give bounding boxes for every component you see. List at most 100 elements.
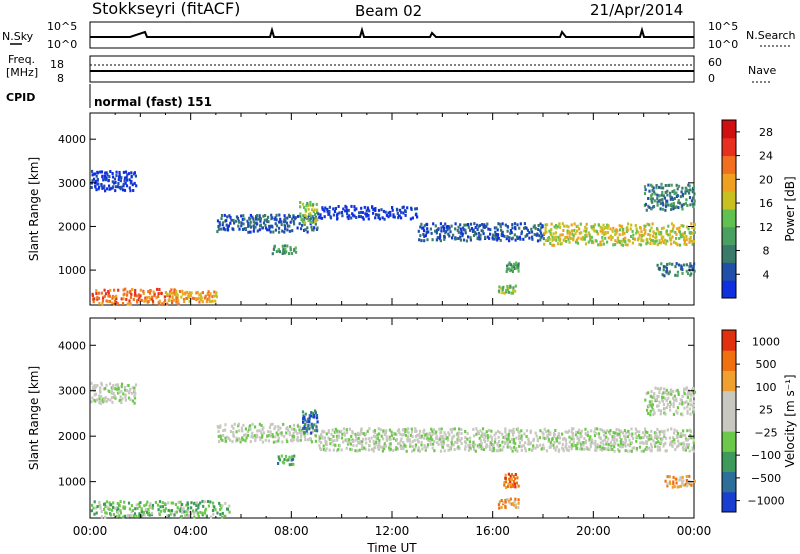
nave-tick-top: 60	[708, 56, 722, 69]
colorbar-tick-label: 16	[759, 197, 773, 210]
y-tick-label: 1000	[58, 476, 86, 489]
colorbar-swatch	[722, 431, 736, 452]
power-data-layer	[90, 169, 696, 306]
scatter-band	[91, 287, 180, 306]
x-tick-label: 12:00	[375, 524, 410, 538]
colorbar-tick-label: 4	[763, 268, 770, 281]
beam-label: Beam 02	[355, 2, 422, 20]
scatter-band	[664, 474, 696, 489]
y-tick-label: 3000	[58, 177, 86, 190]
colorbar-tick-label: 20	[759, 173, 773, 186]
scatter-band	[417, 222, 545, 243]
colorbar-tick-label: 1000	[752, 335, 780, 348]
y-tick-label: 2000	[58, 220, 86, 233]
nsearch-tick-bottom: 10^0	[708, 38, 738, 51]
scatter-band	[497, 284, 517, 295]
y-tick-label: 4000	[58, 339, 86, 352]
scatter-band	[216, 422, 318, 444]
velocity-panel-frame	[89, 317, 695, 519]
colorbar-tick-label: 12	[759, 221, 773, 234]
cpid-text: normal (fast) 151	[94, 95, 212, 109]
axes-layer: 1000 2000 3000 4000 Slant Range [km] 1000 2000…	[27, 113, 711, 538]
scatter-band	[643, 182, 696, 212]
colorbar-swatch	[722, 226, 736, 246]
nave-tick-bottom: 0	[708, 72, 715, 85]
scatter-band	[277, 454, 296, 467]
scatter-band	[216, 213, 319, 234]
scatter-band	[90, 499, 231, 519]
scatter-band	[318, 427, 696, 453]
colorbar-swatch	[722, 491, 736, 513]
nsearch-label: N.Search	[746, 29, 796, 42]
nsky-label: N.Sky	[2, 30, 34, 43]
scatter-band	[90, 381, 138, 406]
colorbar-swatch	[722, 471, 736, 493]
scatter-band	[497, 497, 520, 510]
colorbar-swatch	[722, 209, 736, 228]
x-tick-label: 04:00	[173, 524, 208, 538]
colorbar-swatch	[722, 155, 736, 174]
nsky-tick-bottom: 10^0	[47, 38, 77, 51]
colorbar-swatch	[722, 244, 736, 263]
nsearch-tick-top: 10^5	[708, 20, 738, 33]
x-tick-label: 08:00	[274, 524, 309, 538]
nsky-tick-top: 10^5	[47, 20, 77, 33]
scatter-band	[90, 169, 138, 193]
date-label: 21/Apr/2014	[590, 1, 683, 19]
scatter-band	[299, 200, 319, 225]
colorbar-frame	[721, 329, 737, 513]
colorbar-swatch	[722, 451, 736, 473]
colorbar-swatch	[722, 390, 736, 412]
colorbar-swatch	[722, 120, 736, 139]
scatter-band	[271, 244, 298, 256]
cpid-label: CPID	[6, 91, 35, 104]
colorbars-layer: 4 8 12 16 20 24 28 Power [dB] 1000 500 100 25 −25 −10…	[721, 119, 797, 513]
colorbar-swatch	[722, 173, 736, 192]
colorbar-tick-label: 500	[756, 358, 777, 371]
x-axis-label: Time UT	[366, 541, 417, 554]
y-tick-label: 4000	[58, 133, 86, 146]
colorbar-label: Velocity [m s⁻¹]	[783, 374, 797, 467]
y-tick-label: 1000	[58, 264, 86, 277]
scatter-band	[166, 289, 218, 304]
x-tick-label: 16:00	[475, 524, 510, 538]
freq-label: Freq.	[8, 53, 35, 66]
colorbar-tick-label: 100	[756, 381, 777, 394]
colorbar-swatch	[722, 370, 736, 392]
x-tick-label: 20:00	[576, 524, 611, 538]
scatter-band	[503, 472, 520, 489]
velocity-data-layer	[90, 381, 697, 519]
colorbar-tick-label: 28	[759, 126, 773, 139]
colorbar-tick-label: −1000	[747, 495, 784, 508]
y-axis-label: Slant Range [km]	[27, 157, 41, 261]
freq-tick-bottom: 8	[57, 72, 64, 85]
colorbar-swatch	[722, 410, 736, 432]
colorbar-swatch	[722, 280, 736, 299]
freq-panel: Freq. [MHz] 18 8 60 0 Nave	[6, 53, 776, 85]
colorbar-tick-label: −500	[751, 472, 781, 485]
cpid-row: CPID normal (fast) 151	[6, 84, 212, 109]
scatter-band	[301, 409, 319, 435]
nsky-panel: 10^5 10^0 N.Sky 10^5 10^0 N.Search	[2, 20, 796, 51]
colorbar-label: Power [dB]	[783, 176, 797, 241]
colorbar-swatch	[722, 137, 736, 157]
y-tick-label: 3000	[58, 385, 86, 398]
nave-label: Nave	[748, 64, 776, 77]
freq-tick-top: 18	[50, 58, 64, 71]
colorbar-tick-label: 24	[759, 150, 773, 163]
freq-unit-label: [MHz]	[6, 66, 38, 79]
colorbar-swatch	[722, 350, 736, 371]
colorbar-swatch	[722, 191, 736, 210]
y-axis-label: Slant Range [km]	[27, 366, 41, 470]
radar-title: Stokkseyri (fitACF)	[92, 0, 240, 18]
colorbar-tick-label: 8	[763, 245, 770, 258]
colorbar-tick-label: 25	[759, 404, 773, 417]
colorbar-swatch	[722, 262, 736, 281]
colorbar-tick-label: −100	[751, 449, 781, 462]
scatter-band	[317, 204, 419, 221]
y-tick-label: 2000	[58, 430, 86, 443]
scatter-band	[543, 222, 696, 247]
x-tick-label: 00:00	[677, 524, 712, 538]
colorbar-tick-label: −25	[754, 426, 777, 439]
